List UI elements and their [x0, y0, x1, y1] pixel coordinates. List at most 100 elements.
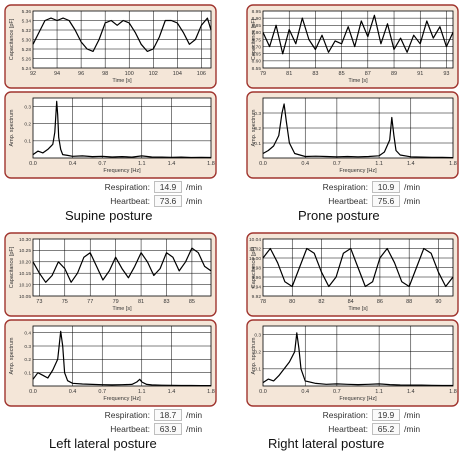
respiration-row-left: Respiration: 18.7/min [70, 409, 202, 421]
respiration-label: Respiration: [322, 182, 368, 192]
x-tick-label: 85 [339, 71, 345, 77]
heartbeat-value: 73.6 [154, 195, 182, 207]
respiration-row-supine: Respiration: 14.9/min [70, 181, 202, 193]
y-tick-label: 5.26 [22, 56, 32, 62]
x-tick-label: 0.4 [69, 161, 77, 167]
x-tick-label: 85 [189, 299, 195, 305]
x-tick-label: 1.8 [449, 389, 457, 395]
x-tick-label: 1.1 [138, 161, 146, 167]
chart-4: 73 75 77 79 81 83 85 10.05 10.10 10.15 10.20 10.25 1… [4, 232, 217, 317]
x-tick-label: 75 [62, 299, 68, 305]
y-tick-label: 0.1 [254, 141, 261, 147]
y-tick-label: 8.80 [252, 30, 262, 36]
y-tick-label: 0.1 [254, 367, 261, 373]
x-tick-label: 77 [87, 299, 93, 305]
heartbeat-row-right: Heartbeat: 65.2/min [298, 423, 420, 435]
x-tick-label: 0.0 [259, 389, 267, 395]
chart-6: 78 80 82 84 86 88 90 9.92 9.94 9.96 9.98 10.00 10.02… [246, 232, 459, 317]
series-line [32, 247, 212, 283]
x-tick-label: 106 [197, 71, 206, 77]
x-tick-label: 1.1 [375, 389, 383, 395]
x-tick-label: 81 [286, 71, 292, 77]
x-axis-label: Frequency [Hz] [339, 168, 377, 174]
x-axis-label: Time [s] [112, 78, 132, 84]
heartbeat-row-supine: Heartbeat: 73.6/min [70, 195, 202, 207]
y-tick-label: 10.00 [249, 256, 261, 262]
y-tick-label: 8.60 [252, 59, 262, 65]
x-tick-label: 78 [260, 299, 266, 305]
x-tick-label: 0.0 [29, 389, 37, 395]
y-axis-label: Amp. spectrum [9, 109, 15, 146]
x-tick-label: 1.8 [207, 161, 215, 167]
x-tick-label: 0.4 [301, 389, 309, 395]
y-tick-label: 10.10 [19, 282, 31, 288]
y-axis-label: Amp. spectrum [9, 337, 15, 374]
posture-title-right: Right lateral posture [268, 436, 385, 451]
y-tick-label: 8.85 [252, 23, 262, 29]
x-tick-label: 94 [54, 71, 60, 77]
posture-title-left: Left lateral posture [49, 436, 157, 451]
x-tick-label: 88 [406, 299, 412, 305]
respiration-value: 10.9 [372, 181, 400, 193]
x-tick-label: 0.7 [333, 161, 341, 167]
y-tick-label: 10.25 [19, 248, 31, 254]
y-tick-label: 8.70 [252, 44, 262, 50]
y-tick-label: 9.94 [252, 284, 262, 290]
chart-0: 92 94 96 98 100 102 104 106 5.24 5.26 5.28 5.30 5.32… [4, 4, 217, 89]
x-tick-label: 90 [435, 299, 441, 305]
x-axis-label: Time [s] [348, 306, 368, 312]
chart-1: 0.0 0.4 0.7 1.1 1.4 1.8 0.1 0.2 0.3 Frequency [Hz… [4, 91, 217, 179]
chart-3: 0.0 0.4 0.7 1.1 1.4 1.8 0.1 0.2 0.3 Frequency [Hz… [246, 91, 459, 179]
chart-7: 0.0 0.4 0.7 1.1 1.4 1.8 0.1 0.2 0.3 Frequency [Hz… [246, 319, 459, 407]
respiration-label: Respiration: [322, 410, 368, 420]
x-tick-label: 0.7 [98, 389, 106, 395]
heartbeat-value: 65.2 [372, 423, 400, 435]
y-tick-label: 5.30 [22, 37, 32, 43]
x-tick-label: 82 [318, 299, 324, 305]
y-tick-label: 10.20 [19, 260, 31, 266]
x-tick-label: 96 [78, 71, 84, 77]
heartbeat-label: Heartbeat: [110, 424, 150, 434]
y-axis-label: Capacitance [pF] [251, 18, 257, 60]
y-tick-label: 9.98 [252, 265, 262, 271]
x-axis-label: Frequency [Hz] [339, 396, 377, 402]
x-tick-label: 83 [312, 71, 318, 77]
series-line [262, 103, 454, 159]
x-tick-label: 0.7 [98, 161, 106, 167]
unit-label: /min [404, 182, 421, 192]
x-tick-label: 1.8 [207, 389, 215, 395]
y-tick-label: 9.96 [252, 275, 262, 281]
y-axis-label: Capacitance [pF] [251, 246, 257, 288]
heartbeat-label: Heartbeat: [328, 196, 368, 206]
x-axis-label: Time [s] [112, 306, 132, 312]
y-tick-label: 0.3 [254, 332, 261, 338]
heartbeat-label: Heartbeat: [328, 424, 368, 434]
y-tick-label: 8.75 [252, 37, 262, 43]
y-tick-label: 8.95 [252, 9, 262, 15]
x-tick-label: 1.4 [168, 389, 176, 395]
respiration-value: 19.9 [372, 409, 400, 421]
series-line [32, 100, 212, 159]
y-tick-label: 10.30 [19, 237, 31, 243]
respiration-value: 18.7 [154, 409, 182, 421]
respiration-value: 14.9 [154, 181, 182, 193]
x-tick-label: 0.4 [69, 389, 77, 395]
x-axis-label: Time [s] [348, 78, 368, 84]
y-tick-label: 10.15 [19, 271, 31, 277]
x-tick-label: 1.4 [407, 389, 415, 395]
x-tick-label: 1.4 [407, 161, 415, 167]
y-tick-label: 0.2 [24, 357, 31, 363]
y-axis-label: Amp. spectrum [251, 109, 257, 146]
x-tick-label: 100 [125, 71, 134, 77]
y-tick-label: 5.28 [22, 47, 32, 53]
y-tick-label: 8.65 [252, 52, 262, 58]
y-tick-label: 8.90 [252, 16, 262, 22]
series-line [262, 14, 454, 55]
x-axis-label: Frequency [Hz] [103, 168, 141, 174]
unit-label: /min [186, 196, 203, 206]
x-tick-label: 0.7 [333, 389, 341, 395]
unit-label: /min [186, 182, 203, 192]
x-tick-label: 89 [391, 71, 397, 77]
x-tick-label: 81 [138, 299, 144, 305]
